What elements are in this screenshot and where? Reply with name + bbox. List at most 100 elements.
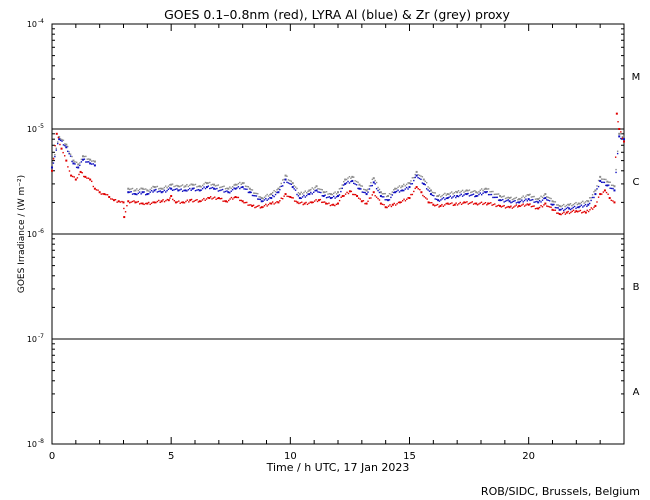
data-point [51, 166, 53, 169]
data-point [347, 177, 349, 179]
data-point [286, 181, 288, 184]
data-point [546, 199, 548, 201]
data-point [71, 160, 73, 163]
data-point [463, 191, 465, 193]
data-point [503, 204, 505, 207]
data-point [254, 206, 256, 209]
data-point [58, 135, 61, 138]
data-point [426, 198, 428, 200]
data-point [368, 188, 371, 190]
data-point [186, 199, 189, 201]
data-point [174, 201, 177, 204]
data-point [415, 170, 418, 173]
data-point [334, 191, 336, 193]
data-point [329, 204, 332, 207]
data-point [478, 203, 480, 205]
data-point [428, 190, 431, 192]
data-point [494, 203, 496, 205]
data-point [529, 199, 531, 202]
data-point [317, 199, 320, 202]
data-point [387, 199, 390, 202]
data-point [594, 189, 597, 192]
data-point [571, 207, 573, 210]
data-point [463, 194, 465, 196]
data-point [400, 190, 402, 192]
data-point [353, 193, 355, 196]
data-point [246, 188, 248, 191]
data-point [576, 211, 579, 213]
data-point [203, 186, 205, 188]
data-point [428, 187, 431, 189]
data-point [345, 178, 348, 181]
data-point [372, 181, 375, 184]
data-point [371, 184, 374, 187]
data-point [482, 203, 484, 206]
data-point [251, 194, 254, 197]
data-point [460, 203, 463, 206]
data-point [471, 194, 473, 196]
data-point [307, 190, 309, 193]
data-point [306, 203, 309, 206]
data-point [293, 188, 295, 190]
data-point [400, 201, 403, 203]
data-point [429, 189, 432, 192]
data-point [222, 200, 224, 202]
data-point [271, 194, 274, 197]
data-point [465, 189, 468, 192]
data-point [472, 203, 475, 205]
data-point [503, 201, 505, 203]
data-point [196, 186, 198, 188]
data-point [163, 186, 166, 189]
data-point [550, 197, 552, 200]
data-point [420, 175, 422, 177]
data-point [294, 186, 297, 188]
data-point [250, 189, 252, 191]
data-point [67, 145, 69, 148]
data-point [335, 196, 338, 198]
data-point [358, 183, 361, 186]
data-point [593, 206, 595, 209]
data-point [606, 184, 609, 187]
data-point [417, 176, 419, 179]
y-tick-exponent: -7 [38, 333, 44, 340]
data-point [363, 191, 365, 194]
data-point [408, 186, 411, 189]
data-point [616, 150, 619, 152]
data-point [247, 191, 250, 194]
data-point [483, 191, 486, 193]
data-point [424, 180, 426, 183]
data-point [526, 194, 529, 196]
data-point [180, 201, 183, 204]
data-point [315, 185, 318, 188]
data-point [305, 194, 308, 197]
data-point [442, 205, 445, 207]
data-point [499, 204, 502, 207]
data-point [303, 191, 305, 194]
data-point [543, 197, 545, 200]
data-point [364, 191, 366, 194]
data-point [446, 202, 449, 205]
data-point [459, 194, 461, 197]
data-point [327, 193, 329, 195]
data-point [470, 194, 472, 197]
data-point [224, 200, 227, 203]
data-point [220, 186, 222, 188]
data-point [388, 199, 391, 201]
data-point [408, 182, 411, 185]
data-point [618, 128, 621, 130]
data-point [527, 194, 530, 197]
data-point [496, 193, 498, 195]
data-point [464, 201, 467, 204]
data-point [259, 196, 262, 198]
data-point [600, 178, 603, 180]
data-point [613, 201, 616, 204]
data-point [102, 193, 104, 195]
data-point [368, 185, 371, 187]
data-point [165, 185, 167, 187]
data-point [189, 199, 192, 202]
data-point [204, 199, 206, 201]
data-point [216, 187, 218, 190]
data-point [464, 193, 467, 195]
data-point [140, 193, 142, 195]
data-point [145, 188, 147, 190]
